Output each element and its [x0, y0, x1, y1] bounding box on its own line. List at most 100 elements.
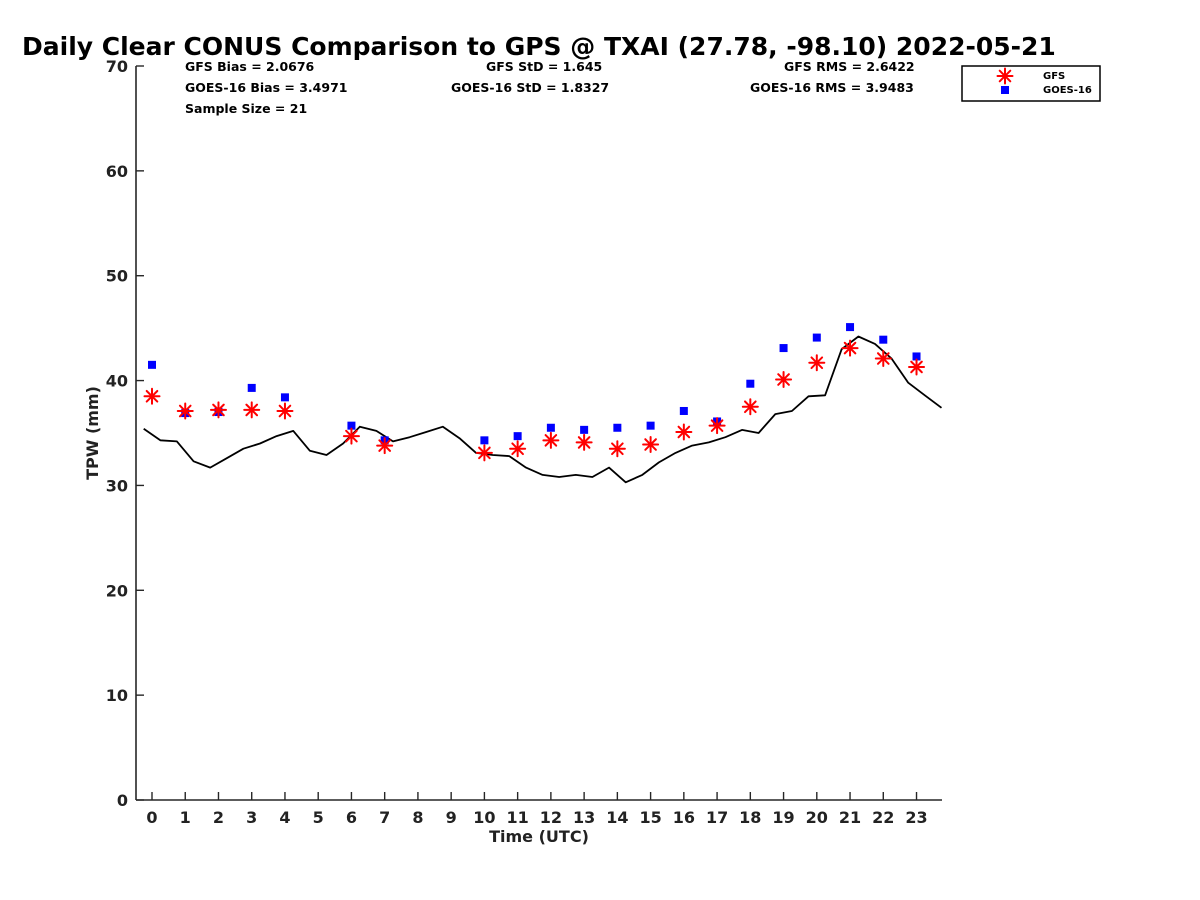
gfs-point-stroke — [710, 419, 724, 432]
goes-16-series — [148, 323, 921, 445]
legend-box — [961, 65, 1101, 102]
x-axis-ticks: 0 1 2 3 4 5 6 7 8 9 10 11 12 13 14 15 16 17 18 19 20 21 22 23 — [146, 792, 928, 827]
gfs-point-stroke — [577, 436, 591, 449]
gfs-point — [542, 431, 560, 449]
gfs-point-stroke — [777, 373, 790, 386]
gfs-point — [708, 417, 726, 435]
y-tick-label: 10 — [106, 686, 128, 705]
gfs-point-stroke — [245, 403, 259, 417]
gfs-point — [376, 437, 394, 455]
gfs-point — [176, 402, 194, 420]
x-tick-label: 3 — [246, 808, 257, 827]
gfs-point — [841, 339, 859, 357]
chart-title: Daily Clear CONUS Comparison to GPS @ TX… — [22, 32, 1056, 61]
goes-16-point — [879, 335, 888, 344]
x-tick-label: 2 — [213, 808, 224, 827]
goes-16-point — [247, 383, 256, 392]
gfs-point — [342, 427, 360, 445]
goes-rms-stat: GOES-16 RMS = 3.9483 — [750, 80, 914, 95]
gfs-point — [642, 436, 660, 454]
legend-gfs-marker — [996, 67, 1014, 85]
gps-line — [143, 335, 943, 484]
goes-16-point — [846, 323, 855, 332]
y-tick-label: 30 — [106, 476, 128, 495]
y-axis-label: TPW (mm) — [83, 386, 102, 480]
x-tick-label: 15 — [639, 808, 661, 827]
goes-16-point — [480, 436, 489, 445]
gfs-point-stroke — [178, 404, 192, 418]
y-tick-label: 60 — [106, 162, 128, 181]
goes-16-point — [746, 379, 755, 388]
x-tick-label: 8 — [412, 808, 423, 827]
gfs-point-stroke — [544, 434, 558, 447]
gfs-point — [276, 402, 294, 420]
x-tick-label: 0 — [146, 808, 157, 827]
legend-goes-16-marker — [1001, 86, 1009, 94]
x-tick-label: 7 — [379, 808, 390, 827]
x-tick-label: 9 — [446, 808, 457, 827]
gfs-point — [775, 371, 793, 389]
gfs-point — [874, 350, 892, 368]
x-tick-label: 12 — [540, 808, 562, 827]
gfs-point-stroke — [843, 341, 857, 355]
axes — [135, 66, 942, 801]
goes-std-stat: GOES-16 StD = 1.8327 — [451, 80, 609, 95]
gfs-point-stroke — [677, 425, 691, 439]
gfs-point-stroke — [212, 403, 225, 417]
gfs-point — [575, 433, 593, 451]
gfs-point-stroke — [910, 360, 923, 374]
y-tick-label: 0 — [117, 791, 128, 810]
gfs-point — [243, 401, 261, 419]
gfs-point-stroke — [644, 438, 657, 451]
gfs-point-stroke — [345, 429, 358, 443]
gfs-series — [143, 339, 926, 462]
x-tick-label: 11 — [507, 808, 529, 827]
x-tick-label: 17 — [706, 808, 728, 827]
x-tick-label: 13 — [573, 808, 595, 827]
x-tick-label: 21 — [839, 808, 861, 827]
gfs-point — [509, 440, 527, 458]
gps-series — [143, 335, 943, 484]
x-tick-label: 6 — [346, 808, 357, 827]
gfs-std-stat: GFS StD = 1.645 — [486, 59, 602, 74]
gfs-point — [808, 354, 826, 372]
x-tick-label: 4 — [279, 808, 290, 827]
goes-16-point — [646, 421, 655, 430]
x-tick-label: 20 — [806, 808, 828, 827]
gfs-bias-stat: GFS Bias = 2.0676 — [185, 59, 315, 74]
goes-16-point — [613, 423, 622, 432]
gfs-point-stroke — [998, 69, 1012, 83]
gfs-point-stroke — [611, 442, 624, 456]
goes-16-point — [912, 352, 921, 361]
sample-size-stat: Sample Size = 21 — [185, 101, 307, 116]
y-tick-label: 70 — [106, 57, 128, 76]
gfs-point-stroke — [145, 389, 159, 403]
gfs-rms-stat: GFS RMS = 2.6422 — [784, 59, 915, 74]
goes-16-point — [812, 333, 821, 342]
x-tick-label: 10 — [473, 808, 495, 827]
gfs-point-stroke — [876, 352, 890, 365]
x-tick-label: 5 — [313, 808, 324, 827]
goes-16-point — [580, 425, 589, 434]
goes-16-point — [280, 393, 289, 402]
x-tick-label: 19 — [772, 808, 794, 827]
goes-16-point — [148, 360, 156, 369]
gfs-point-stroke — [810, 356, 824, 370]
y-tick-label: 20 — [106, 581, 128, 600]
gfs-point-stroke — [744, 400, 757, 414]
gfs-point-stroke — [478, 446, 491, 460]
gfs-point-stroke — [378, 439, 391, 452]
gfs-point-stroke — [278, 404, 292, 418]
x-tick-label: 1 — [180, 808, 191, 827]
x-tick-label: 16 — [673, 808, 695, 827]
gfs-point — [209, 401, 227, 419]
legend-goes-16-label: GOES-16 — [1043, 85, 1092, 96]
legend: GFS GOES-16 — [961, 65, 1101, 102]
legend-gfs-label: GFS — [1043, 71, 1065, 82]
gfs-point-stroke — [511, 442, 524, 456]
y-axis-ticks: 0 10 20 30 40 50 60 70 — [106, 57, 144, 810]
gfs-point — [608, 440, 626, 458]
y-tick-label: 50 — [106, 267, 128, 286]
x-tick-label: 14 — [606, 808, 628, 827]
